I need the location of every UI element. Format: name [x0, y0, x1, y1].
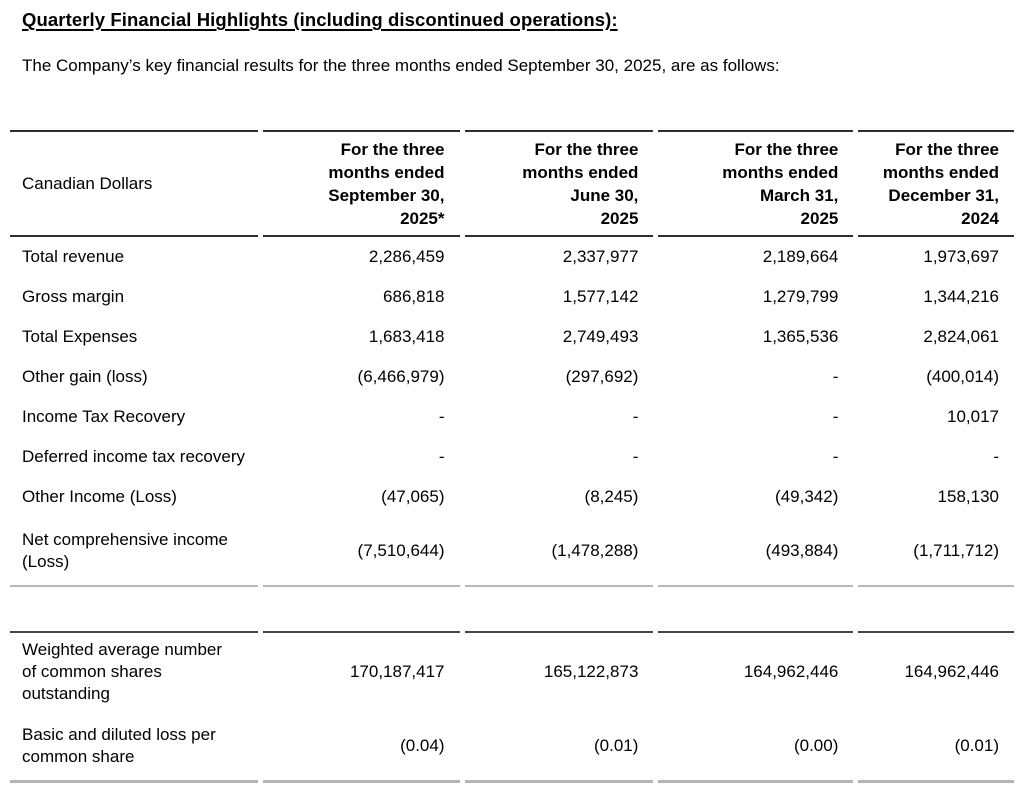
- column-header-dec-31-2024: For the three months ended December 31, …: [858, 130, 1014, 237]
- cell-value: 1,973,697: [923, 247, 999, 266]
- quarterly-financials-table: Canadian Dollars For the three months en…: [5, 130, 1019, 783]
- row-label: Income Tax Recovery: [22, 407, 186, 426]
- cell-value: (1,711,712): [858, 517, 1014, 587]
- row-label: Other gain (loss): [22, 367, 148, 386]
- cell-value: (0.01): [858, 711, 1014, 783]
- row-other-income-loss: Other Income (Loss) (47,065) (8,245) (49…: [10, 477, 1014, 517]
- cell-value: 2,749,493: [562, 327, 639, 346]
- cell-value: 1,683,418: [368, 327, 445, 346]
- row-total-expenses: Total Expenses 1,683,418 2,749,493 1,365…: [10, 317, 1014, 357]
- cell-value: (8,245): [584, 487, 639, 506]
- cell-value: -: [832, 447, 839, 466]
- cell-value: (0.04): [262, 711, 460, 783]
- row-weighted-average-shares: Weighted average number of common shares…: [10, 631, 1014, 711]
- cell-value: 2,337,977: [562, 247, 639, 266]
- cell-value: (493,884): [658, 517, 854, 587]
- row-gross-margin: Gross margin 686,818 1,577,142 1,279,799…: [10, 277, 1014, 317]
- row-basic-diluted-loss-per-share: Basic and diluted loss per common share …: [10, 711, 1014, 783]
- cell-value: (400,014): [926, 367, 999, 386]
- cell-value: -: [993, 447, 999, 466]
- cell-value: 164,962,446: [858, 631, 1014, 711]
- cell-value: 2,286,459: [368, 247, 445, 266]
- row-deferred-income-tax-recovery: Deferred income tax recovery - - - -: [10, 437, 1014, 477]
- column-header-sep-30-2025: For the three months ended September 30,…: [262, 130, 460, 237]
- cell-value: 1,365,536: [762, 327, 839, 346]
- row-other-gain-loss: Other gain (loss) (6,466,979) (297,692) …: [10, 357, 1014, 397]
- cell-value: -: [438, 407, 445, 426]
- cell-value: 165,122,873: [464, 631, 654, 711]
- cell-value: (1,478,288): [464, 517, 654, 587]
- cell-value: (49,342): [775, 487, 839, 506]
- cell-value: -: [438, 447, 445, 466]
- cell-value: -: [832, 367, 839, 386]
- cell-value: 164,962,446: [658, 631, 854, 711]
- cell-value: 686,818: [383, 287, 445, 306]
- column-header-jun-30-2025: For the three months ended June 30, 2025: [464, 130, 654, 237]
- cell-value: 1,279,799: [762, 287, 839, 306]
- column-header-canadian-dollars: Canadian Dollars: [10, 130, 258, 237]
- row-income-tax-recovery: Income Tax Recovery - - - 10,017: [10, 397, 1014, 437]
- intro-text: The Company’s key financial results for …: [22, 56, 780, 75]
- cell-value: 170,187,417: [262, 631, 460, 711]
- cell-value: 10,017: [947, 407, 999, 426]
- row-label: Total Expenses: [22, 327, 138, 346]
- cell-value: (0.00): [658, 711, 854, 783]
- row-label: Other Income (Loss): [22, 487, 177, 506]
- cell-value: (6,466,979): [357, 367, 445, 386]
- page-title: Quarterly Financial Highlights (includin…: [22, 9, 618, 30]
- table-header-row: Canadian Dollars For the three months en…: [10, 130, 1014, 237]
- cell-value: -: [632, 407, 639, 426]
- cell-value: (0.01): [464, 711, 654, 783]
- table-section-gap: [10, 587, 1014, 631]
- cell-value: 1,344,216: [923, 287, 999, 306]
- row-label: Gross margin: [22, 287, 125, 306]
- cell-value: -: [632, 447, 639, 466]
- row-label: Basic and diluted loss per common share: [10, 711, 258, 783]
- cell-value: -: [832, 407, 839, 426]
- cell-value: 2,824,061: [923, 327, 999, 346]
- cell-value: (7,510,644): [262, 517, 460, 587]
- row-net-comprehensive-income-loss: Net comprehensive income (Loss) (7,510,6…: [10, 517, 1014, 587]
- document-page: Quarterly Financial Highlights (includin…: [5, 9, 1019, 783]
- column-header-mar-31-2025: For the three months ended March 31, 202…: [658, 130, 854, 237]
- cell-value: 2,189,664: [762, 247, 839, 266]
- cell-value: (297,692): [565, 367, 639, 386]
- row-label: Weighted average number of common shares…: [10, 631, 258, 711]
- row-label: Deferred income tax recovery: [22, 447, 245, 466]
- cell-value: (47,065): [381, 487, 445, 506]
- cell-value: 1,577,142: [562, 287, 639, 306]
- row-label: Net comprehensive income (Loss): [10, 517, 258, 587]
- row-label: Total revenue: [22, 247, 125, 266]
- row-total-revenue: Total revenue 2,286,459 2,337,977 2,189,…: [10, 237, 1014, 277]
- cell-value: 158,130: [937, 487, 999, 506]
